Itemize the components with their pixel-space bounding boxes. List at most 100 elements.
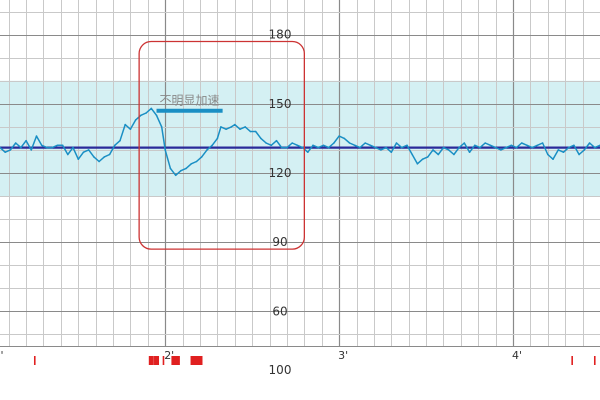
heart-rate-point — [437, 153, 440, 156]
heart-rate-point — [155, 114, 158, 117]
heart-rate-point — [385, 146, 387, 149]
event-marker-tick — [571, 356, 573, 365]
heart-rate-point — [46, 146, 48, 149]
heart-rate-point — [129, 128, 132, 130]
heart-rate-point — [489, 144, 492, 147]
heart-rate-point — [505, 146, 507, 149]
heart-rate-point — [280, 146, 283, 149]
event-marker-block — [190, 356, 196, 365]
y-tick-label: 180 — [269, 28, 292, 42]
heart-rate-point — [354, 144, 356, 147]
heart-rate-point — [150, 107, 153, 110]
heart-rate-point — [239, 128, 241, 130]
event-marker-block — [148, 356, 154, 365]
heart-rate-point — [427, 156, 429, 158]
normal-range-band-layer — [0, 80, 600, 197]
heart-rate-point — [343, 137, 346, 140]
heart-rate-point — [206, 149, 208, 151]
acceleration-label: 不明显加速 — [160, 94, 220, 108]
heart-rate-point — [447, 149, 450, 151]
heart-rate-point — [588, 142, 591, 144]
heart-rate-point — [380, 149, 382, 151]
heart-rate-point — [114, 144, 116, 147]
heart-rate-point — [4, 151, 6, 153]
heart-rate-point — [562, 151, 565, 153]
heart-rate-point — [400, 146, 403, 149]
heart-rate-point — [552, 158, 554, 160]
event-marker-tick — [162, 356, 165, 365]
heart-rate-point — [406, 144, 408, 147]
heart-rate-point — [474, 144, 476, 147]
heart-rate-point — [98, 160, 100, 163]
y-tick-label-layer: 60 90 120 150 180 100 — [269, 28, 292, 377]
heart-rate-point — [160, 126, 163, 128]
heart-rate-point — [145, 112, 147, 114]
normal-range-band — [0, 80, 600, 197]
heart-rate-point — [124, 123, 126, 126]
event-marker-block — [154, 356, 160, 365]
heart-rate-point — [230, 126, 233, 128]
y-tick-label: 90 — [272, 235, 287, 249]
heart-rate-point — [72, 146, 74, 149]
heart-rate-point — [200, 156, 203, 158]
grid-layer — [0, 0, 600, 347]
heart-rate-point — [536, 144, 539, 147]
heart-rate-point — [333, 142, 335, 144]
x-tick-label: 4' — [512, 349, 522, 362]
heart-rate-point — [195, 160, 198, 163]
heart-rate-point — [25, 139, 27, 142]
event-marker-tick — [33, 356, 36, 365]
heart-rate-point — [185, 167, 187, 170]
event-marker-block — [174, 356, 180, 365]
x-tick-label: 2' — [164, 349, 174, 362]
heart-rate-point — [249, 130, 252, 133]
x-unit-mark: ' — [0, 349, 3, 362]
heart-rate-point — [312, 144, 314, 147]
heart-rate-point — [35, 135, 38, 137]
heart-rate-point — [557, 149, 560, 151]
heart-rate-point — [307, 151, 309, 153]
heart-rate-point — [338, 135, 340, 137]
heart-rate-point — [541, 142, 544, 144]
heart-rate-point — [453, 153, 455, 156]
heart-rate-point — [164, 149, 166, 151]
heart-rate-point — [254, 130, 257, 133]
heart-rate-point — [140, 114, 142, 117]
bottom-scale-label: 100 — [269, 363, 292, 377]
heart-rate-point — [421, 158, 424, 160]
heart-rate-point — [364, 142, 367, 144]
heart-rate-point — [547, 153, 549, 156]
marker-layer — [33, 356, 596, 365]
heart-rate-point — [87, 149, 90, 151]
heart-rate-point — [484, 142, 487, 144]
heart-rate-point — [520, 142, 523, 144]
heart-rate-point — [82, 151, 85, 153]
heart-rate-point — [30, 149, 33, 151]
heart-rate-point — [327, 146, 330, 149]
heart-rate-point — [390, 151, 393, 153]
y-tick-label: 150 — [269, 97, 292, 111]
series-layer — [0, 107, 600, 177]
heart-rate-point — [234, 123, 236, 126]
heart-rate-point — [220, 126, 222, 128]
y-tick-label: 120 — [269, 166, 292, 180]
heart-rate-point — [180, 169, 182, 172]
heart-rate-point — [20, 146, 22, 149]
heart-rate-point — [411, 153, 414, 156]
event-marker-block — [197, 356, 203, 365]
heart-rate-point — [395, 142, 398, 144]
heart-rate-point — [56, 144, 59, 147]
heart-rate-point — [225, 128, 227, 130]
heart-rate-point — [296, 144, 299, 147]
heart-rate-point — [531, 146, 533, 149]
heart-rate-point — [61, 144, 64, 147]
heart-rate-point — [573, 144, 575, 147]
heart-rate-point — [348, 142, 351, 144]
heart-rate-point — [317, 146, 320, 149]
heart-rate-point — [108, 153, 111, 156]
heart-rate-point — [9, 149, 12, 151]
heart-rate-point — [458, 146, 460, 149]
heart-rate-point — [260, 137, 262, 140]
heart-rate-point — [14, 142, 17, 144]
